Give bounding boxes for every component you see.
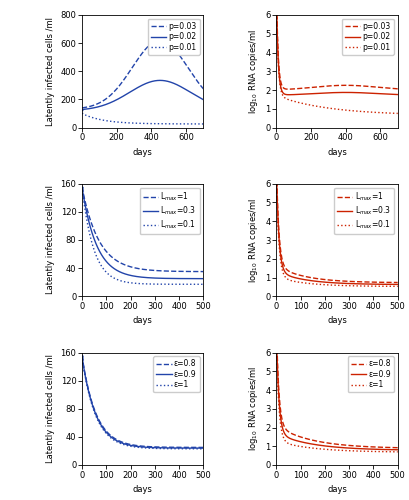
X-axis label: days: days bbox=[326, 148, 346, 156]
Legend: p=0.03, p=0.02, p=0.01: p=0.03, p=0.02, p=0.01 bbox=[147, 19, 199, 55]
X-axis label: days: days bbox=[133, 485, 152, 494]
Y-axis label: log$_{10}$ RNA copies/ml: log$_{10}$ RNA copies/ml bbox=[246, 198, 259, 282]
X-axis label: days: days bbox=[133, 316, 152, 326]
X-axis label: days: days bbox=[133, 148, 152, 156]
Legend: L$_{max}$=1, L$_{max}$=0.3, L$_{max}$=0.1: L$_{max}$=1, L$_{max}$=0.3, L$_{max}$=0.… bbox=[139, 188, 199, 234]
X-axis label: days: days bbox=[326, 485, 346, 494]
Y-axis label: log$_{10}$ RNA copies/ml: log$_{10}$ RNA copies/ml bbox=[246, 28, 259, 114]
Legend: ε=0.8, ε=0.9, ε=1: ε=0.8, ε=0.9, ε=1 bbox=[153, 356, 199, 392]
Legend: p=0.03, p=0.02, p=0.01: p=0.03, p=0.02, p=0.01 bbox=[341, 19, 393, 55]
Legend: L$_{max}$=1, L$_{max}$=0.3, L$_{max}$=0.1: L$_{max}$=1, L$_{max}$=0.3, L$_{max}$=0.… bbox=[333, 188, 393, 234]
Y-axis label: Latently infected cells /ml: Latently infected cells /ml bbox=[46, 354, 55, 464]
Legend: ε=0.8, ε=0.9, ε=1: ε=0.8, ε=0.9, ε=1 bbox=[347, 356, 393, 392]
Y-axis label: Latently infected cells /ml: Latently infected cells /ml bbox=[46, 186, 55, 294]
Y-axis label: log$_{10}$ RNA copies/ml: log$_{10}$ RNA copies/ml bbox=[246, 366, 259, 452]
X-axis label: days: days bbox=[326, 316, 346, 326]
Y-axis label: Latently infected cells /ml: Latently infected cells /ml bbox=[46, 16, 55, 126]
